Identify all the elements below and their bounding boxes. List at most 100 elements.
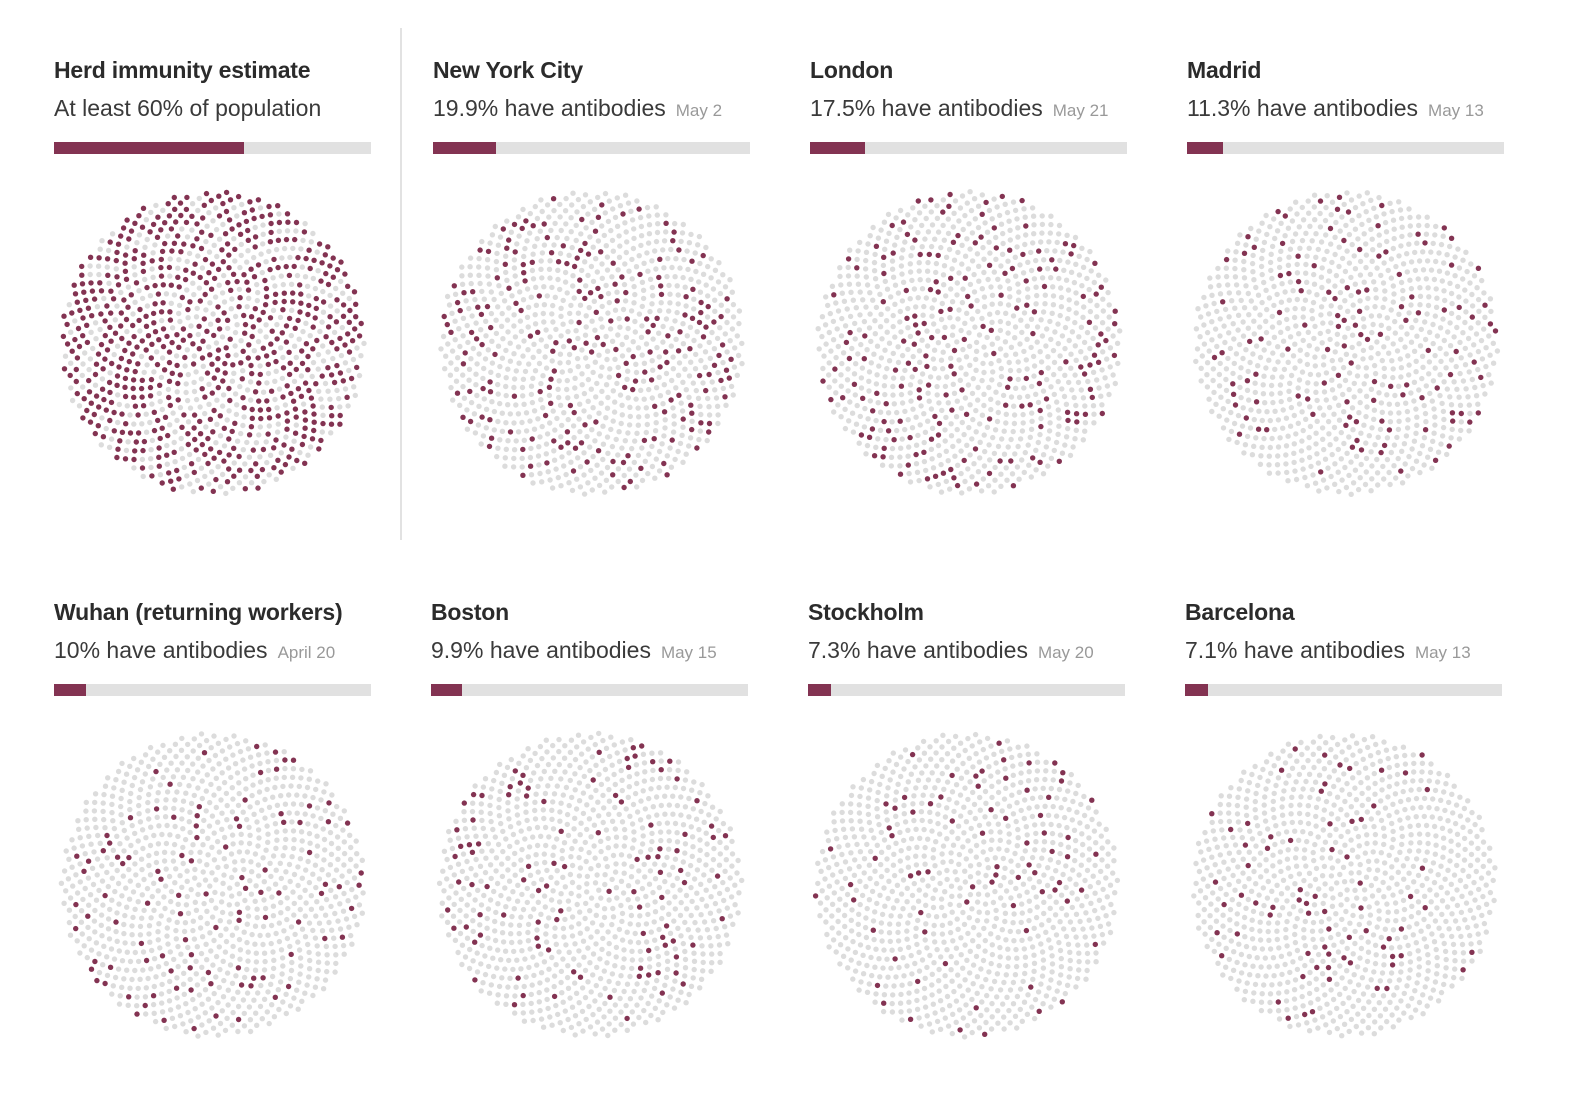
no-antibody-dot — [179, 807, 184, 812]
no-antibody-dot — [898, 309, 903, 314]
no-antibody-dot — [1433, 259, 1438, 264]
no-antibody-dot — [270, 813, 275, 818]
antibody-dot — [136, 430, 141, 435]
no-antibody-dot — [1463, 309, 1468, 314]
no-antibody-dot — [1449, 301, 1454, 306]
no-antibody-dot — [237, 265, 242, 270]
no-antibody-dot — [187, 810, 192, 815]
no-antibody-dot — [1033, 392, 1038, 397]
no-antibody-dot — [217, 967, 222, 972]
no-antibody-dot — [636, 414, 641, 419]
no-antibody-dot — [232, 460, 237, 465]
no-antibody-dot — [1232, 421, 1237, 426]
antibody-dot — [1388, 384, 1393, 389]
no-antibody-dot — [707, 412, 712, 417]
no-antibody-dot — [127, 799, 132, 804]
no-antibody-dot — [1021, 270, 1026, 275]
no-antibody-dot — [929, 314, 934, 319]
no-antibody-dot — [184, 868, 189, 873]
no-antibody-dot — [1319, 275, 1324, 280]
no-antibody-dot — [1370, 322, 1375, 327]
antibody-dot — [144, 324, 149, 329]
antibody-dot — [181, 241, 186, 246]
no-antibody-dot — [967, 452, 972, 457]
no-antibody-dot — [96, 264, 101, 269]
antibody-dot — [149, 342, 154, 347]
no-antibody-dot — [1479, 338, 1484, 343]
no-antibody-dot — [1078, 349, 1083, 354]
no-antibody-dot — [905, 347, 910, 352]
no-antibody-dot — [976, 279, 981, 284]
no-antibody-dot — [69, 837, 74, 842]
no-antibody-dot — [122, 913, 127, 918]
no-antibody-dot — [1369, 387, 1374, 392]
no-antibody-dot — [1257, 312, 1262, 317]
antibody-dot — [111, 296, 116, 301]
no-antibody-dot — [711, 286, 716, 291]
no-antibody-dot — [1391, 299, 1396, 304]
no-antibody-dot — [1330, 387, 1335, 392]
no-antibody-dot — [1237, 232, 1242, 237]
no-antibody-dot — [1374, 339, 1379, 344]
no-antibody-dot — [1023, 450, 1028, 455]
no-antibody-dot — [579, 268, 584, 273]
no-antibody-dot — [118, 812, 123, 817]
antibody-dot — [255, 474, 260, 479]
no-antibody-dot — [910, 425, 915, 430]
no-antibody-dot — [179, 436, 184, 441]
no-antibody-dot — [671, 413, 676, 418]
no-antibody-dot — [1364, 365, 1369, 370]
no-antibody-dot — [530, 400, 535, 405]
no-antibody-dot — [192, 875, 197, 880]
no-antibody-dot — [955, 463, 960, 468]
no-antibody-dot — [176, 257, 181, 262]
no-antibody-dot — [610, 206, 615, 211]
antibody-dot — [611, 261, 616, 266]
no-antibody-dot — [241, 810, 246, 815]
antibody-dot — [1409, 294, 1414, 299]
no-antibody-dot — [315, 268, 320, 273]
antibody-dot — [1383, 249, 1388, 254]
no-antibody-dot — [687, 373, 692, 378]
no-antibody-dot — [504, 218, 509, 223]
no-antibody-dot — [226, 988, 231, 993]
no-antibody-dot — [631, 300, 636, 305]
antibody-dot — [334, 319, 339, 324]
no-antibody-dot — [128, 959, 133, 964]
no-antibody-dot — [615, 224, 620, 229]
antibody-dot — [253, 244, 258, 249]
no-antibody-dot — [952, 454, 957, 459]
no-antibody-dot — [162, 850, 167, 855]
no-antibody-dot — [1011, 199, 1016, 204]
no-antibody-dot — [684, 248, 689, 253]
antibody-dot — [927, 252, 932, 257]
antibody-dot — [565, 429, 570, 434]
no-antibody-dot — [864, 274, 869, 279]
no-antibody-dot — [1049, 456, 1054, 461]
no-antibody-dot — [286, 792, 291, 797]
no-antibody-dot — [495, 304, 500, 309]
no-antibody-dot — [94, 898, 99, 903]
no-antibody-dot — [540, 250, 545, 255]
antibody-dot — [898, 472, 903, 477]
no-antibody-dot — [278, 979, 283, 984]
no-antibody-dot — [1393, 475, 1398, 480]
no-antibody-dot — [1342, 202, 1347, 207]
no-antibody-dot — [1029, 427, 1034, 432]
no-antibody-dot — [242, 930, 247, 935]
antibody-dot — [568, 403, 573, 408]
no-antibody-dot — [650, 293, 655, 298]
no-antibody-dot — [222, 780, 227, 785]
no-antibody-dot — [198, 925, 203, 930]
no-antibody-dot — [247, 878, 252, 883]
antibody-dot — [1237, 432, 1242, 437]
no-antibody-dot — [522, 438, 527, 443]
no-antibody-dot — [964, 311, 969, 316]
no-antibody-dot — [316, 951, 321, 956]
no-antibody-dot — [622, 473, 627, 478]
no-antibody-dot — [633, 472, 638, 477]
antibody-dot — [211, 489, 216, 494]
antibody-dot — [206, 270, 211, 275]
antibody-dot — [1285, 346, 1290, 351]
no-antibody-dot — [1014, 216, 1019, 221]
